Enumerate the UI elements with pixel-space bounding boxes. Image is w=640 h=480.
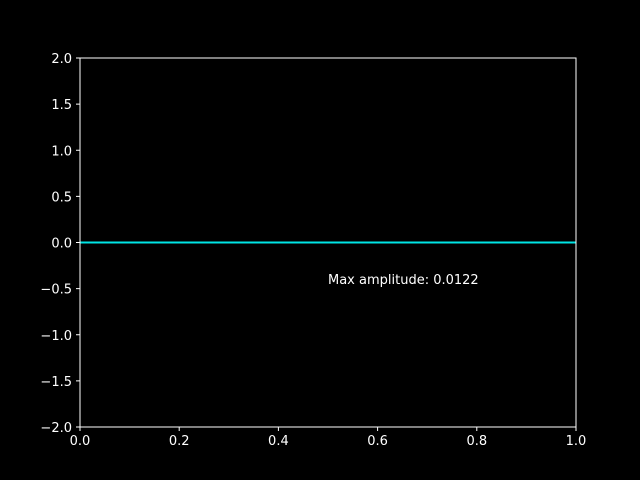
y-tick-label: 2.0 — [51, 52, 72, 67]
y-tick-label: 0.0 — [51, 237, 72, 252]
x-axis: 0.0 0.2 0.4 0.6 0.8 1.0 — [70, 427, 587, 449]
y-tick-label: 1.5 — [51, 98, 72, 113]
x-tick-label: 0.6 — [367, 434, 388, 449]
max-amplitude-annotation: Max amplitude: 0.0122 — [328, 273, 479, 288]
y-tick-label: 1.0 — [51, 144, 72, 159]
x-tick-label: 1.0 — [566, 434, 587, 449]
y-tick-label: −1.5 — [40, 375, 72, 390]
y-tick-label: −2.0 — [40, 421, 72, 436]
y-tick-label: 0.5 — [51, 190, 72, 205]
y-tick-label: −0.5 — [40, 283, 72, 298]
x-tick-label: 0.8 — [466, 434, 487, 449]
y-tick-label: −1.0 — [40, 329, 72, 344]
x-tick-label: 0.2 — [169, 434, 190, 449]
x-tick-label: 0.0 — [70, 434, 91, 449]
x-tick-label: 0.4 — [268, 434, 289, 449]
annotation-layer: Max amplitude: 0.0122 — [328, 273, 479, 288]
y-axis: −2.0 −1.5 −1.0 −0.5 0.0 0.5 1.0 1.5 2.0 — [40, 52, 80, 436]
